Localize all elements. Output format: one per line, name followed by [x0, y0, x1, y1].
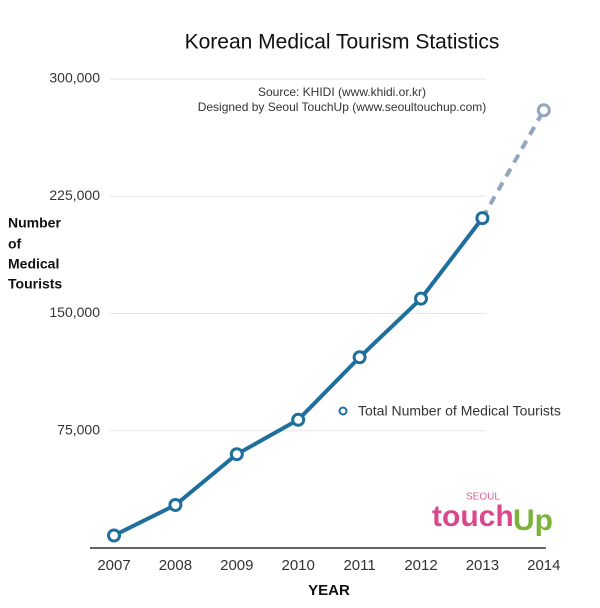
point — [168, 498, 183, 513]
chart-title: Korean Medical Tourism Statistics — [185, 31, 500, 54]
logo: SEOUL — [466, 492, 500, 503]
x-tick-label: 2007 — [97, 557, 130, 574]
point — [475, 211, 490, 226]
x-tick-label: 2012 — [404, 557, 437, 574]
point — [229, 447, 244, 462]
y-axis-label: of — [8, 236, 22, 252]
x-tick-label: 2013 — [466, 557, 499, 574]
point — [291, 412, 306, 427]
point — [536, 103, 551, 118]
y-tick-label: 300,000 — [49, 70, 100, 86]
x-tick-label: 2011 — [343, 557, 375, 574]
logo: touch — [432, 500, 514, 533]
projection-line — [480, 109, 546, 220]
y-axis-label: Medical — [8, 256, 59, 272]
line — [113, 216, 484, 538]
y-tick-label: 75,000 — [57, 421, 100, 437]
logo: Up — [513, 504, 553, 537]
x-tick-label: 2008 — [159, 557, 192, 574]
y-tick-label: 225,000 — [49, 187, 100, 203]
source: Designed by Seoul TouchUp (www.seoultouc… — [198, 100, 487, 114]
x-tick-label: 2014 — [527, 557, 560, 574]
legend-marker — [338, 406, 348, 416]
y-axis-label: Tourists — [8, 276, 62, 292]
point — [107, 528, 121, 543]
x-tick-label: 2009 — [220, 557, 253, 574]
x-tick-label: 2010 — [282, 557, 315, 574]
source: Source: KHIDI (www.khidi.or.kr) — [258, 85, 426, 99]
point — [414, 291, 428, 306]
x-axis-label: YEAR — [308, 582, 350, 599]
y-axis-label: Number — [8, 215, 61, 231]
point — [352, 350, 367, 365]
legend-label: Total Number of Medical Tourists — [358, 403, 561, 419]
y-tick-label: 150,000 — [49, 304, 100, 320]
